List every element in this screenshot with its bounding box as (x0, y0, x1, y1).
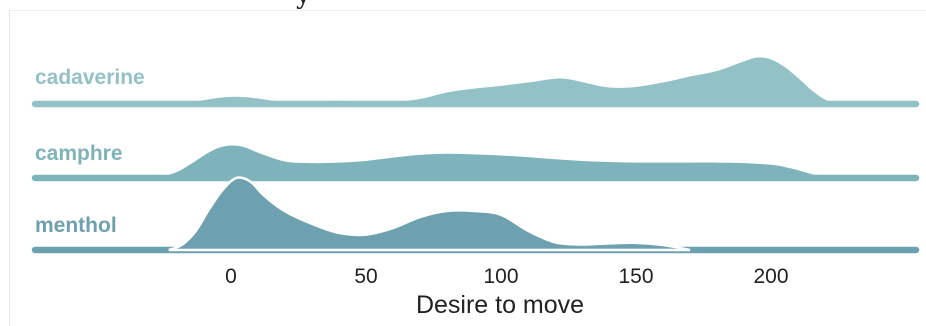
density-area-camphre (158, 145, 826, 178)
density-area-menthol (168, 176, 691, 252)
x-tick-label: 100 (483, 265, 519, 288)
chart-title-fragment: y (296, 0, 311, 8)
x-tick-label: 200 (753, 265, 789, 288)
density-area-cadaverine (177, 57, 839, 104)
ridge-menthol (31, 176, 920, 254)
ridge-cadaverine (31, 57, 920, 108)
x-tick-label: 150 (618, 265, 654, 288)
series-label-cadaverine: cadaverine (35, 66, 145, 89)
left-border (9, 10, 10, 326)
x-tick-label: 50 (354, 265, 378, 288)
x-tick-label: 0 (225, 265, 237, 288)
top-border (9, 10, 926, 11)
series-label-menthol: menthol (35, 214, 117, 237)
series-label-camphre: camphre (35, 142, 123, 165)
x-axis-label: Desire to move (415, 291, 585, 319)
ridge-camphre (31, 145, 920, 182)
